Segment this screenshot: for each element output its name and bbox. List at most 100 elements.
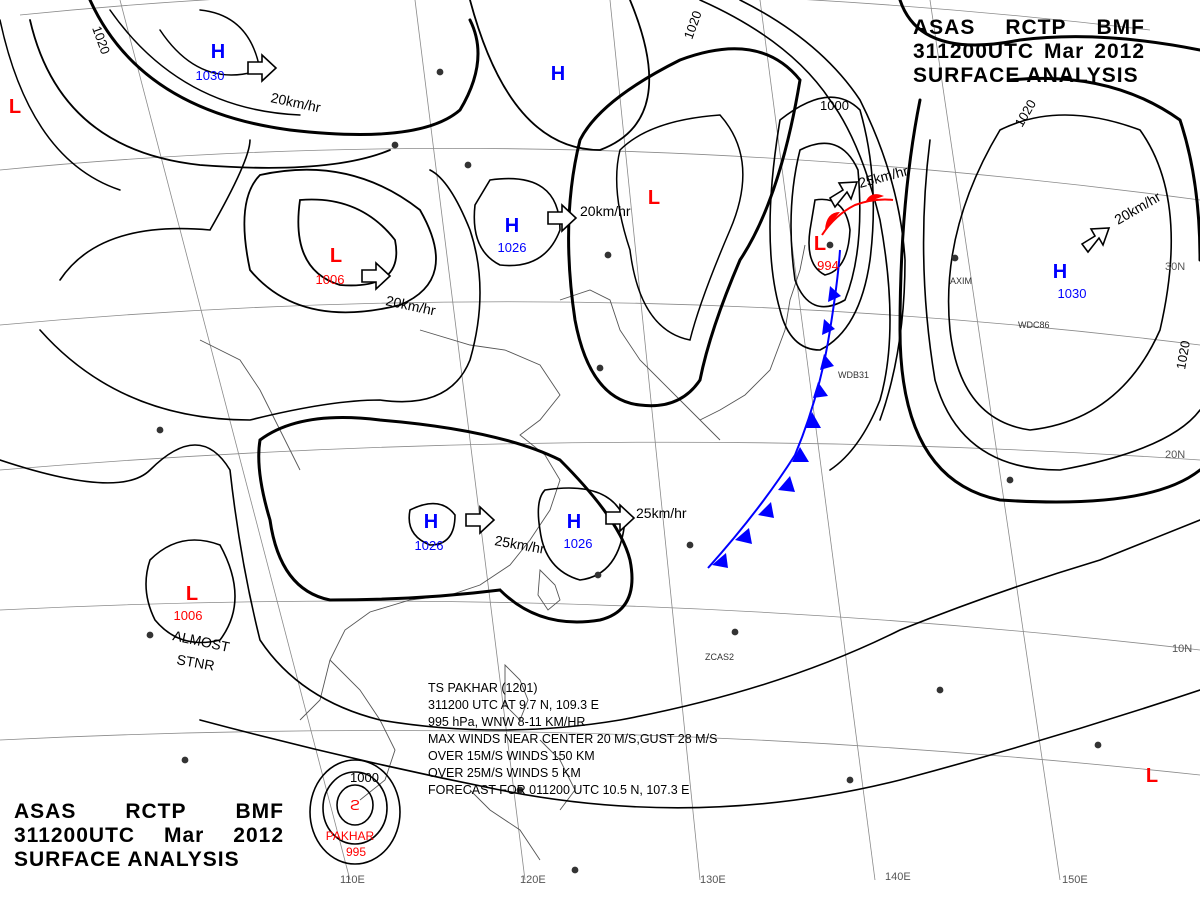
title-line-1: ASAS RCTP BMF (14, 800, 284, 824)
japan-coast (699, 244, 806, 421)
high-value: 1026 (415, 538, 444, 553)
tropical-storm-isobars (309, 759, 401, 865)
motion-speed-label: 20km/hr (1112, 188, 1164, 227)
station-code: WDC86 (1018, 320, 1050, 330)
isobar-1012-south (0, 444, 1200, 731)
isobar-high-1026-b (408, 502, 456, 546)
low-letter: L (9, 96, 21, 118)
cold-front-pip (735, 528, 752, 544)
motion-arrow (361, 261, 392, 291)
lon-line-120e (414, 0, 526, 881)
indochina-coast (329, 659, 396, 801)
high-value: 1030 (196, 68, 225, 83)
motion-speed-label: 20km/hr (269, 89, 322, 115)
low-letter: L (186, 583, 198, 605)
luzon-coast (504, 663, 529, 721)
lat-line-25n (0, 301, 1200, 346)
isobar-low-1006-west (145, 539, 236, 644)
title-agency: BMF (1096, 16, 1145, 39)
station-marker (436, 68, 444, 76)
warm-front-pip (865, 194, 884, 203)
cold-front-pip (758, 502, 774, 518)
high-value: 1030 (1058, 286, 1087, 301)
station-marker (516, 786, 524, 794)
motion-arrow (605, 503, 636, 533)
isobar-low-994-mid (790, 142, 861, 308)
motion-arrows (247, 53, 1111, 535)
low-letter: L (814, 233, 826, 255)
lat-line-30n (0, 148, 1200, 201)
taiwan-coast (537, 568, 561, 611)
low-letter: L (330, 245, 342, 267)
isobar-1020-far-east (1008, 76, 1200, 262)
cold-front (707, 249, 841, 569)
cold-front-line (707, 249, 841, 569)
lon-line-110e (119, 0, 351, 881)
high-letter: H (424, 511, 438, 533)
bulletin-line: 995 hPa, WNW 8-11 KM/HR (428, 715, 586, 729)
low-value: 1006 (316, 272, 345, 287)
bulletin-line: OVER 25M/S WINDS 5 KM (428, 766, 581, 780)
station-marker (686, 541, 694, 549)
bulletin-line: 311200 UTC AT 9.7 N, 109.3 E (428, 698, 599, 712)
title-line-3: SURFACE ANALYSIS (913, 64, 1145, 88)
isobar-1020-central (257, 416, 634, 624)
high-value: 1026 (564, 536, 593, 551)
station-marker (391, 141, 399, 149)
bulletin-line: TS PAKHAR (1201) (428, 681, 538, 695)
lat-label: 20N (1165, 449, 1185, 461)
isobar-1020-east-outer (898, 98, 1200, 504)
title-line-2: 311200UTC Mar 2012 (14, 824, 284, 848)
title-month: Mar (1044, 40, 1085, 63)
philippines-coast (539, 739, 576, 811)
station-marker (464, 161, 472, 169)
station-code: ZCAS2 (705, 652, 734, 662)
low-letter: L (1146, 765, 1158, 787)
station-marker (951, 254, 959, 262)
ts-isobar-inner (336, 784, 374, 826)
low-value: 1006 (174, 608, 203, 623)
cold-front-pip (813, 382, 828, 398)
station-marker (1094, 741, 1102, 749)
station-plots (146, 68, 1102, 874)
station-marker (604, 251, 612, 259)
tropical-storm-symbol: ϩ PAKHAR 995 (326, 797, 375, 859)
isobar-low-1006 (243, 168, 437, 314)
cold-front-pip (792, 447, 809, 462)
lat-line-10n (0, 600, 1200, 651)
isobar-west-1 (0, 19, 121, 191)
station-marker (1006, 476, 1014, 484)
lat-label: 10N (1172, 643, 1192, 655)
title-line-2: 311200UTC Mar 2012 (913, 40, 1145, 64)
lat-line-5n (0, 730, 1200, 776)
isobar-label: 1020 (1173, 339, 1193, 370)
isobar-1012-mid (39, 169, 481, 421)
cold-front-pip (828, 286, 841, 302)
station-marker (731, 628, 739, 636)
isobar-1016-east (615, 114, 744, 341)
isobar-label: 1000 (350, 770, 379, 785)
lon-line-150e (929, 0, 1061, 881)
high-letter: H (211, 41, 225, 63)
isobar-low-994-inner (808, 198, 851, 276)
title-center: ASAS (913, 16, 976, 39)
ts-isobar-outer (309, 759, 401, 865)
cold-front-pip (778, 476, 795, 492)
isobar-high-1026 (473, 177, 561, 267)
isobar-high-1026-c (537, 487, 626, 581)
ts-isobar-mid (322, 771, 388, 845)
isobar-low-994-outer (769, 96, 875, 351)
motion-speed-label: 25km/hr (636, 505, 687, 521)
isobar-high-cap (469, 0, 651, 151)
high-letter: H (567, 511, 581, 533)
warm-front (821, 194, 894, 236)
motion-arrow (828, 181, 859, 209)
map-title-bottom-left: ASAS RCTP BMF 311200UTC Mar 2012 SURFACE… (14, 800, 284, 872)
isobar-1024-east (922, 139, 1200, 471)
title-office: RCTP (1005, 16, 1067, 39)
station-marker (594, 571, 602, 579)
cold-front-pip (712, 553, 728, 568)
high-letter: H (505, 215, 519, 237)
